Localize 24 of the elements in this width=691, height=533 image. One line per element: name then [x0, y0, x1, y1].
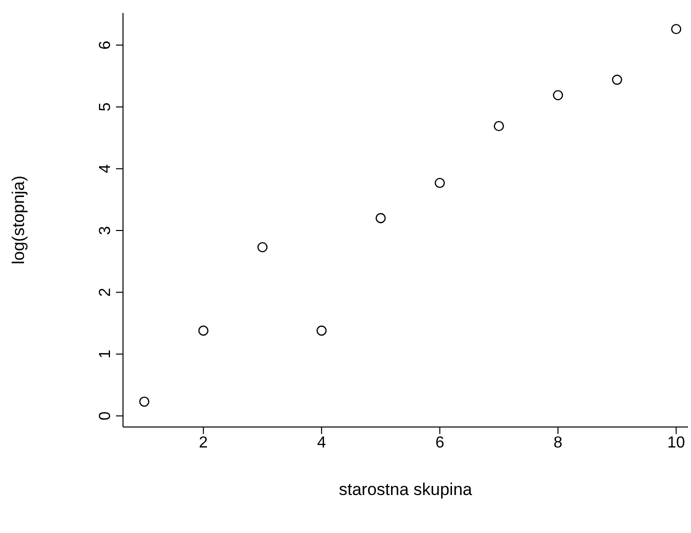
point — [139, 396, 150, 407]
x-axis-title: starostna skupina — [338, 480, 473, 499]
y-tick-label: 3 — [97, 226, 114, 235]
x-tick-label: 8 — [554, 434, 563, 452]
y-tick-label: 2 — [97, 288, 114, 297]
point — [612, 74, 622, 85]
x-tick-label: 4 — [317, 434, 326, 452]
point — [316, 326, 327, 336]
y-tick-label: 1 — [97, 350, 114, 359]
point — [671, 24, 682, 34]
x-tick-label: 2 — [198, 434, 208, 452]
y-tick-label: 4 — [97, 164, 114, 174]
point — [494, 120, 504, 132]
y-axis-title: log(stopnja) — [9, 176, 28, 264]
point — [552, 90, 564, 100]
point — [434, 178, 445, 188]
point — [257, 242, 268, 252]
point — [376, 213, 386, 224]
x-tick-label: 10 — [667, 434, 686, 452]
x-tick-label: 6 — [435, 434, 444, 452]
y-tick-label: 5 — [97, 102, 114, 112]
y-tick-label: 6 — [97, 40, 114, 50]
point — [198, 326, 208, 336]
y-tick-label: 0 — [97, 411, 114, 420]
